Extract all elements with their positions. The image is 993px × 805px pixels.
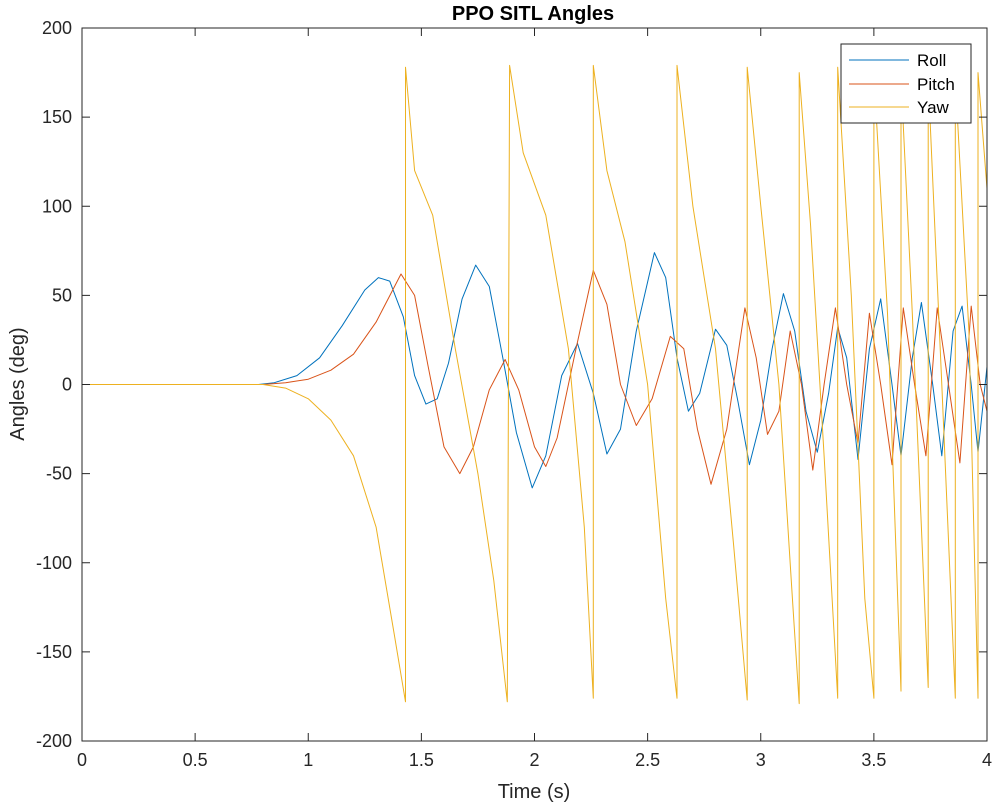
- x-tick-label: 2.5: [635, 750, 660, 770]
- y-tick-label: -50: [46, 464, 72, 484]
- series-line-pitch: [82, 269, 988, 485]
- legend: Roll Pitch Yaw: [840, 43, 972, 124]
- x-axis-label: Time (s): [498, 781, 571, 803]
- x-tick-label: 1.5: [409, 750, 434, 770]
- legend-label-pitch: Pitch: [917, 75, 955, 94]
- y-ticks: -200 -150 -100 -50 0 50 100 150 200: [36, 18, 987, 751]
- x-tick-label: 1: [303, 750, 313, 770]
- legend-label-yaw: Yaw: [917, 98, 950, 117]
- chart-title: PPO SITL Angles: [452, 3, 614, 25]
- y-tick-label: -100: [36, 553, 72, 573]
- y-tick-label: 150: [42, 107, 72, 127]
- x-tick-label: 3: [756, 750, 766, 770]
- plot-area: 0 0.5 1 1.5 2 2.5 3 3.5 4 -200 -150 -100 -50 0 50 100 1…: [36, 18, 992, 770]
- x-tick-label: 4: [982, 750, 992, 770]
- legend-label-roll: Roll: [917, 51, 946, 70]
- x-ticks: 0 0.5 1 1.5 2 2.5 3 3.5 4: [77, 28, 992, 770]
- y-tick-label: -200: [36, 731, 72, 751]
- x-tick-label: 0: [77, 750, 87, 770]
- x-tick-label: 0.5: [183, 750, 208, 770]
- x-tick-label: 2: [529, 750, 539, 770]
- x-tick-label: 3.5: [861, 750, 886, 770]
- y-tick-label: 0: [62, 375, 72, 395]
- y-axis-label: Angles (deg): [7, 327, 29, 440]
- y-tick-label: 200: [42, 18, 72, 38]
- y-tick-label: 100: [42, 196, 72, 216]
- y-tick-label: 50: [52, 285, 72, 305]
- y-tick-label: -150: [36, 642, 72, 662]
